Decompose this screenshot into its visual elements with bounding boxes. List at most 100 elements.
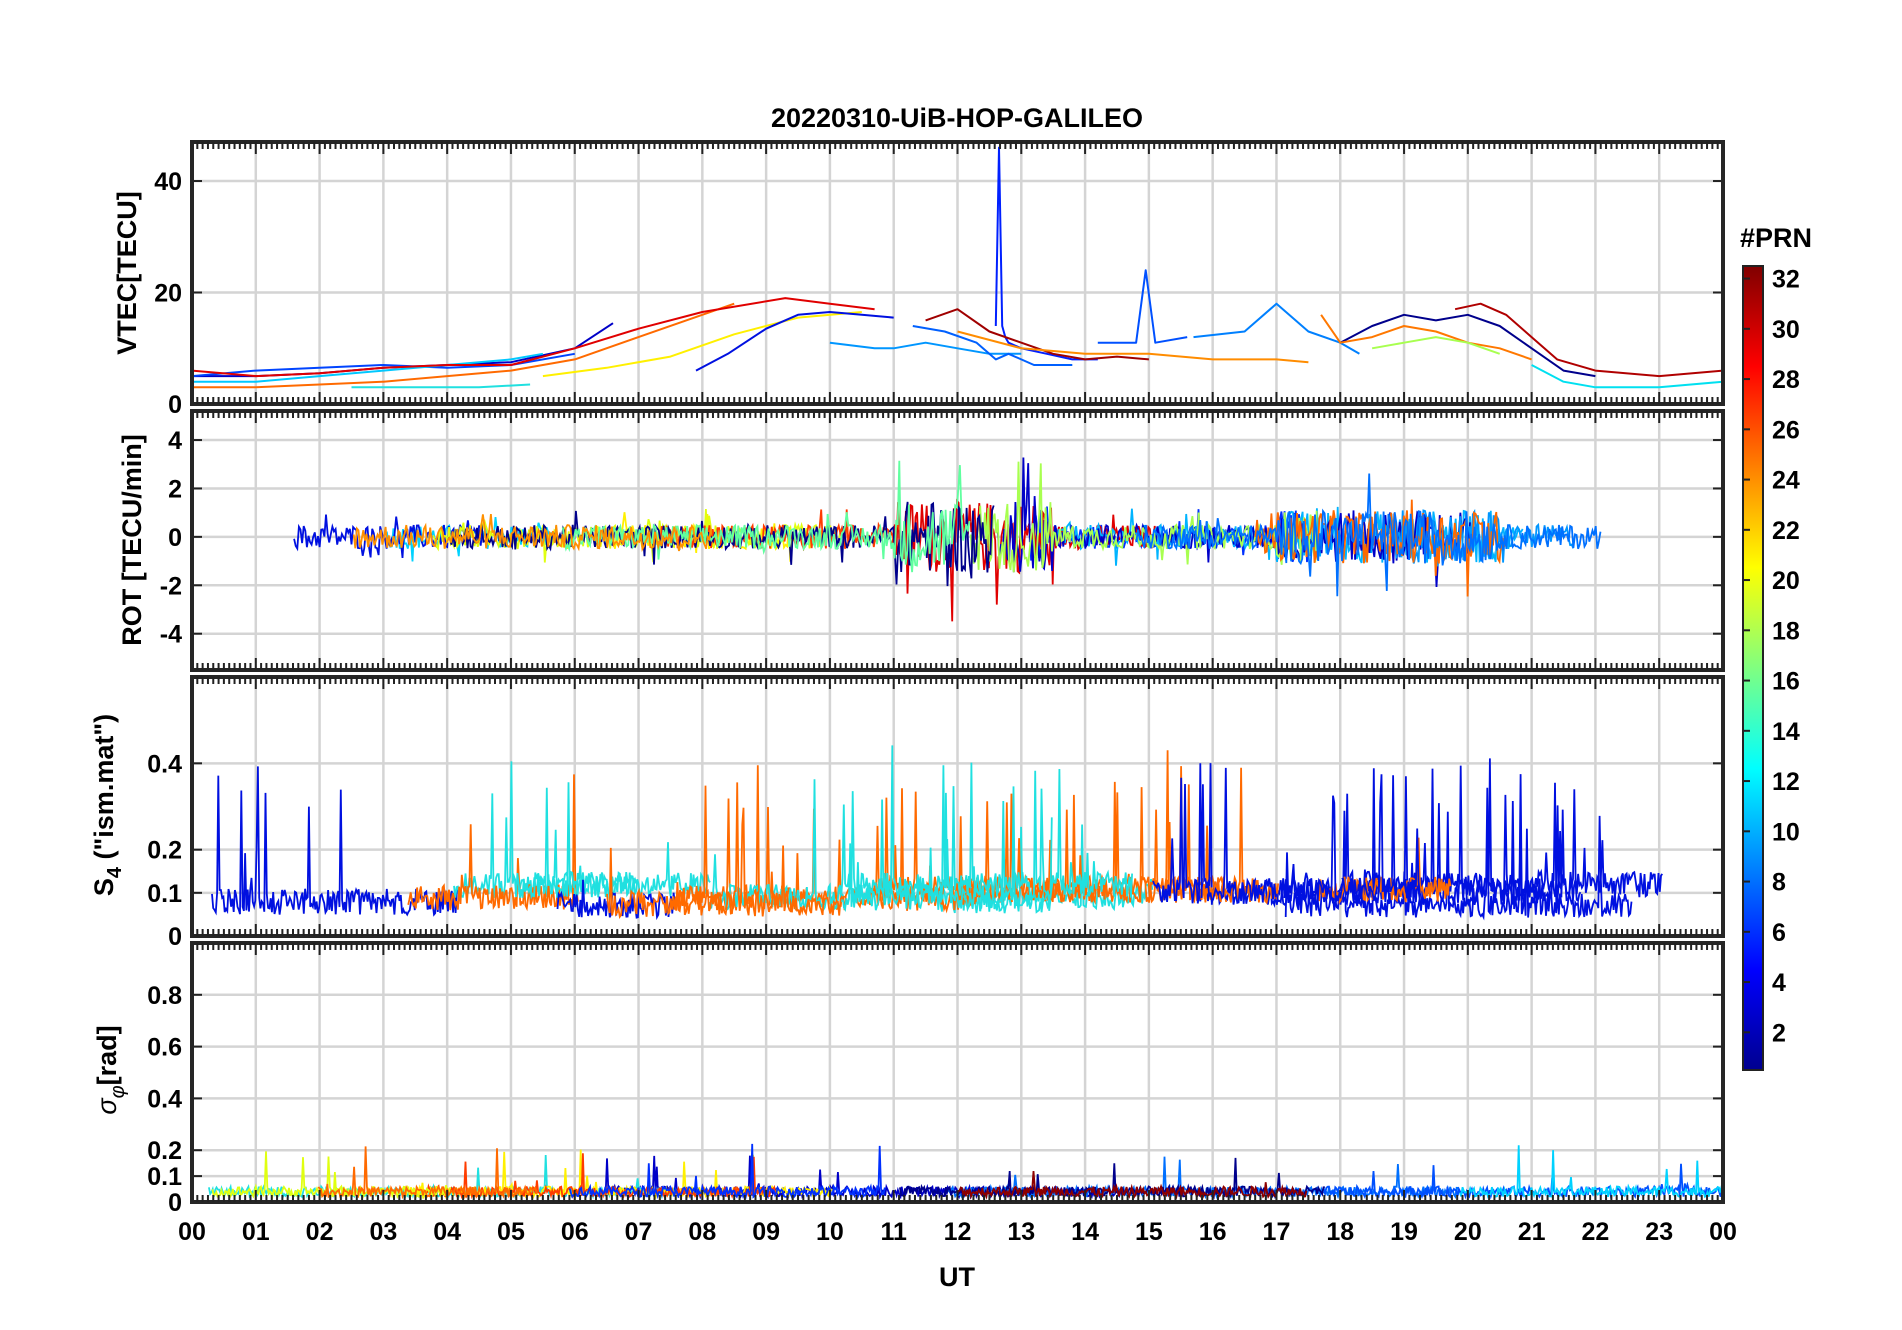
x-axis-label: UT <box>939 1262 975 1292</box>
ytick-label: 0 <box>168 524 182 552</box>
prn-1-trace <box>1339 313 1596 378</box>
rot-series <box>293 457 1602 622</box>
colorbar-gradient <box>1742 265 1764 1071</box>
chart-title: 20220310-UiB-HOP-GALILEO <box>771 103 1143 133</box>
prn-4-trace <box>994 146 1098 361</box>
ytick-label: 0 <box>168 1189 182 1217</box>
xtick-label: 01 <box>242 1218 270 1246</box>
prn-9-trace <box>1193 302 1360 355</box>
ytick-label: 0.4 <box>147 1085 182 1113</box>
rot-trace <box>969 461 1318 573</box>
ytick-label: -4 <box>160 621 182 649</box>
colorbar-tick-label: 14 <box>1772 718 1800 746</box>
sigma-grid <box>192 943 1723 1202</box>
rot-trace <box>1254 499 1506 597</box>
vtec-ylabel: VTEC[TECU] <box>112 191 142 355</box>
s4-trace <box>211 766 458 917</box>
ytick-label: 0.2 <box>147 837 182 865</box>
xtick-label: 16 <box>1199 1218 1227 1246</box>
rot-axes <box>190 409 1725 672</box>
s4-ytick-labels: 0 0.1 0.2 0.4 <box>147 750 182 951</box>
prn-31-trace <box>925 308 1149 361</box>
s4-trace <box>407 774 579 912</box>
s4-ylabel-base: S <box>89 878 119 896</box>
colorbar-tick-label: 4 <box>1772 969 1786 997</box>
sigma-trace <box>1459 1145 1723 1199</box>
sigma-trace <box>568 1143 886 1200</box>
xtick-label: 05 <box>497 1218 525 1246</box>
rot-trace <box>1135 473 1602 597</box>
s4-series <box>211 745 1664 921</box>
s4-trace <box>1341 765 1664 899</box>
xtick-label: 08 <box>688 1218 716 1246</box>
xtick-label: 00 <box>178 1218 206 1246</box>
s4-ylabel-rest: ("ism.mat") <box>89 714 119 867</box>
sigma-trace <box>956 1171 1308 1200</box>
ytick-label: 0.2 <box>147 1137 182 1165</box>
sigma-trace <box>317 1146 538 1200</box>
xtick-label: 07 <box>625 1218 653 1246</box>
xtick-label: 00 <box>1709 1218 1737 1246</box>
rot-ylabel: ROT [TECU/min] <box>117 434 147 645</box>
prn-26-trace <box>192 302 735 389</box>
prn-3-trace <box>695 311 894 372</box>
rot-trace <box>890 498 1159 622</box>
xtick-label: 21 <box>1518 1218 1546 1246</box>
prn-24-trace <box>957 330 1309 364</box>
ytick-label: 0.6 <box>147 1034 182 1062</box>
sigma-ylabel: σφ[rad] <box>92 1025 129 1114</box>
xtick-label: 15 <box>1135 1218 1163 1246</box>
vtec-grid <box>192 142 1723 404</box>
vtec-ytick-labels: 0 20 40 <box>154 168 182 419</box>
xtick-label: 18 <box>1326 1218 1354 1246</box>
colorbar-tick-label: 6 <box>1772 919 1786 947</box>
colorbar-tick-label: 2 <box>1772 1019 1786 1047</box>
vtec-series <box>192 146 1723 389</box>
prn-14-trace <box>351 383 531 389</box>
colorbar-tick-label: 28 <box>1772 366 1800 394</box>
xtick-label: 19 <box>1390 1218 1418 1246</box>
vtec-panel: 0 20 40 VTEC[TECU] <box>112 140 1725 419</box>
s4-ylabel: S4 ("ism.mat") <box>89 714 126 896</box>
s4-trace <box>606 782 846 919</box>
xtick-label: 10 <box>816 1218 844 1246</box>
ytick-label: 0.1 <box>147 880 182 908</box>
sigma-series <box>208 1143 1723 1200</box>
ytick-label: 40 <box>154 168 182 196</box>
colorbar-tick-label: 12 <box>1772 768 1800 796</box>
xtick-label: 03 <box>369 1218 397 1246</box>
colorbar-tick-label: 26 <box>1772 416 1800 444</box>
sigma-panel: 00.10.2 0.4 0.6 0.8 σφ[rad] <box>92 941 1725 1217</box>
prn-29-trace <box>192 297 875 378</box>
sigma-axes <box>190 941 1725 1204</box>
prn-20-trace <box>542 311 862 378</box>
s4-trace <box>709 765 1020 913</box>
s4-ylabel-sub: 4 <box>104 866 126 878</box>
s4-trace <box>1152 763 1421 905</box>
s4-axes <box>190 675 1725 938</box>
ytick-label: 0.4 <box>147 750 182 778</box>
ytick-label: 0 <box>168 391 182 419</box>
xtick-label: 23 <box>1645 1218 1673 1246</box>
sigma-ylabel-sub: φ <box>107 1085 129 1098</box>
sigma-ytick-labels: 00.10.2 0.4 0.6 0.8 <box>147 982 182 1217</box>
rot-trace <box>352 514 712 553</box>
prn-18-trace <box>1371 336 1501 355</box>
rot-panel: -4 -2 0 2 4 ROT [TECU/min] <box>117 409 1725 672</box>
prn-30-trace <box>1454 302 1723 378</box>
xtick-label: 20 <box>1454 1218 1482 1246</box>
colorbar-tick-label: 16 <box>1772 668 1800 696</box>
rot-ytick-labels: -4 -2 0 2 4 <box>160 427 182 649</box>
prn-25-trace <box>1320 314 1532 361</box>
colorbar-title: #PRN <box>1740 223 1812 253</box>
xtick-label: 17 <box>1263 1218 1291 1246</box>
colorbar-tick-label: 24 <box>1772 467 1800 495</box>
prn-10-trace <box>829 341 1022 355</box>
colorbar-tick-label: 8 <box>1772 869 1786 897</box>
colorbar-tick-label: 22 <box>1772 517 1800 545</box>
xtick-label: 06 <box>561 1218 589 1246</box>
ytick-label: 0 <box>168 923 182 951</box>
ytick-label: 4 <box>168 427 182 455</box>
